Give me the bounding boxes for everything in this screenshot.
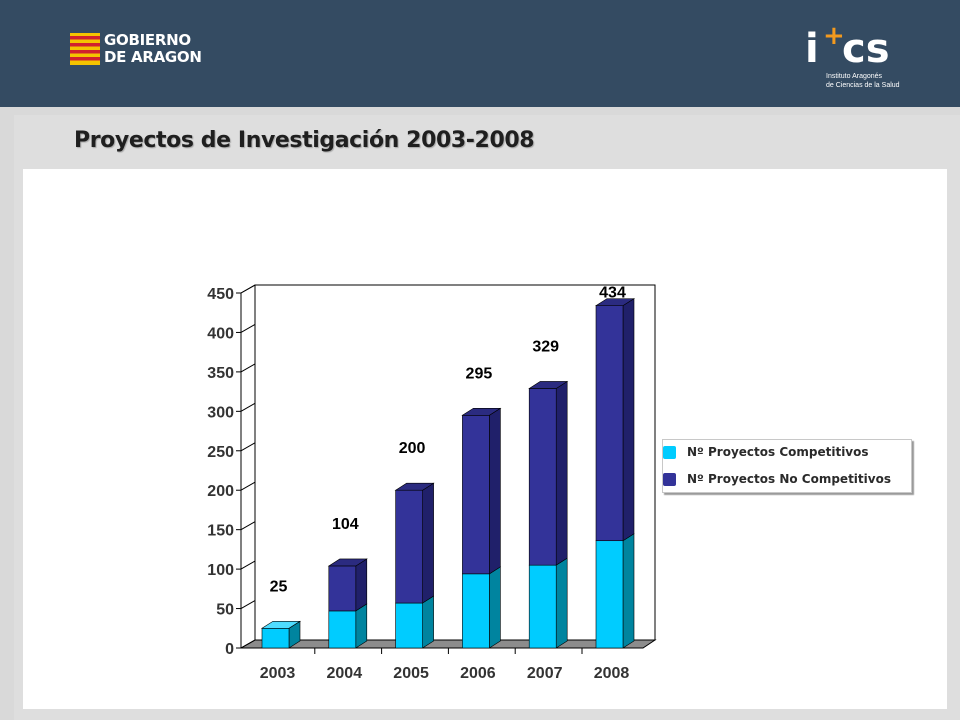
x-tick-label: 2008	[594, 665, 630, 682]
y-tick-depth	[240, 284, 256, 294]
gov-logo-line2: DE ARAGON	[104, 48, 202, 66]
bar-top-no-competitivos	[594, 298, 636, 306]
bar-side-no-competitivos	[622, 298, 635, 542]
bar-competitivos	[462, 573, 490, 649]
legend-swatch-competitivos	[663, 446, 676, 459]
x-tick-label: 2006	[460, 665, 496, 682]
bar-side-no-competitivos	[355, 558, 368, 612]
y-tick-depth	[240, 481, 256, 491]
bar-top-no-competitivos	[327, 558, 368, 567]
bar-side-competitivos	[422, 595, 434, 649]
bar-side-no-competitivos	[555, 380, 568, 566]
header-bar: GOBIERNO DE ARAGON i + cs Instituto Arag…	[0, 0, 960, 107]
data-label-total: 329	[532, 338, 559, 355]
bar-no-competitivos	[328, 565, 357, 612]
bar-top-no-competitivos	[394, 482, 435, 491]
iacs-line1: Instituto Aragonés	[826, 73, 883, 80]
bar-side-competitivos	[489, 566, 501, 649]
bar-top-no-competitivos	[528, 381, 569, 389]
x-tick-label: 2004	[327, 665, 363, 682]
legend-item-competitivos: Nº Proyectos Competitivos	[663, 444, 909, 462]
y-tick-depth	[240, 324, 256, 333]
bar-competitivos	[595, 540, 624, 649]
gobierno-aragon-text: GOBIERNO DE ARAGON	[104, 32, 202, 66]
y-tick-label: 0	[225, 641, 234, 658]
y-tick-label: 200	[207, 483, 234, 500]
y-tick-label: 150	[207, 523, 234, 540]
page-title: Proyectos de Investigación 2003-2008	[74, 128, 535, 153]
x-tick-label: 2003	[260, 665, 296, 682]
x-tick-label: 2007	[527, 665, 563, 682]
y-tick-depth	[240, 639, 256, 649]
bar-side-no-competitivos	[489, 407, 501, 575]
bar-no-competitivos	[528, 388, 557, 566]
bar-competitivos	[328, 610, 357, 649]
x-tick-label: 2005	[393, 665, 429, 682]
chart-legend: Nº Proyectos Competitivos Nº Proyectos N…	[662, 439, 912, 493]
data-label-total: 200	[399, 440, 426, 457]
y-tick-depth	[240, 560, 256, 570]
bar-no-competitivos	[595, 305, 624, 542]
ics-mark-i: i	[805, 26, 819, 68]
iacs-line2: de Ciencias de la Salud	[826, 82, 900, 89]
legend-label-competitivos: Nº Proyectos Competitivos	[687, 445, 869, 459]
y-tick-label: 450	[207, 286, 234, 303]
y-tick-label: 350	[207, 365, 234, 382]
bar-no-competitivos	[395, 489, 423, 604]
bar-side-competitivos	[555, 557, 568, 649]
gobierno-aragon-logo: GOBIERNO DE ARAGON	[70, 30, 210, 70]
bar-side-competitivos	[622, 533, 635, 649]
y-tick-depth	[240, 402, 256, 412]
chart-back-wall	[254, 284, 656, 641]
gov-logo-line1: GOBIERNO	[104, 31, 191, 49]
legend-label-no-competitivos: Nº Proyectos No Competitivos	[687, 472, 891, 486]
y-tick-label: 50	[216, 602, 234, 619]
ics-mark-cs: cs	[842, 26, 890, 68]
data-label-total: 434	[599, 285, 626, 302]
data-label-total: 295	[466, 365, 493, 382]
bar-competitivos	[261, 627, 290, 649]
data-label-total: 25	[270, 578, 288, 595]
ics-mark-plus: +	[823, 21, 845, 51]
bar-side-no-competitivos	[422, 482, 434, 604]
data-label-total: 104	[332, 516, 359, 533]
bar-competitivos	[528, 564, 557, 649]
bar-side-competitivos	[355, 603, 368, 649]
bar-top-competitivos	[260, 620, 302, 629]
iacs-subtitle: Instituto Aragonés de Ciencias de la Sal…	[826, 72, 900, 90]
y-tick-depth	[240, 363, 256, 373]
y-tick-label: 400	[207, 325, 234, 342]
aragon-flag-icon	[70, 33, 100, 65]
bar-top-no-competitivos	[461, 407, 502, 416]
bar-competitivos	[395, 602, 423, 649]
y-tick-label: 300	[207, 404, 234, 421]
chart-floor	[239, 639, 657, 649]
legend-item-no-competitivos: Nº Proyectos No Competitivos	[663, 471, 909, 489]
y-tick-label: 100	[207, 562, 234, 579]
legend-swatch-no-competitivos	[663, 473, 676, 486]
y-tick-label: 250	[207, 444, 234, 461]
y-tick-depth	[240, 600, 256, 609]
y-tick-depth	[240, 442, 256, 452]
iacs-logo: i + cs Instituto Aragonés de Ciencias de…	[805, 18, 915, 94]
iacs-mark-icon: i + cs	[805, 21, 890, 68]
y-tick-depth	[240, 521, 256, 531]
bar-no-competitivos	[462, 414, 490, 575]
